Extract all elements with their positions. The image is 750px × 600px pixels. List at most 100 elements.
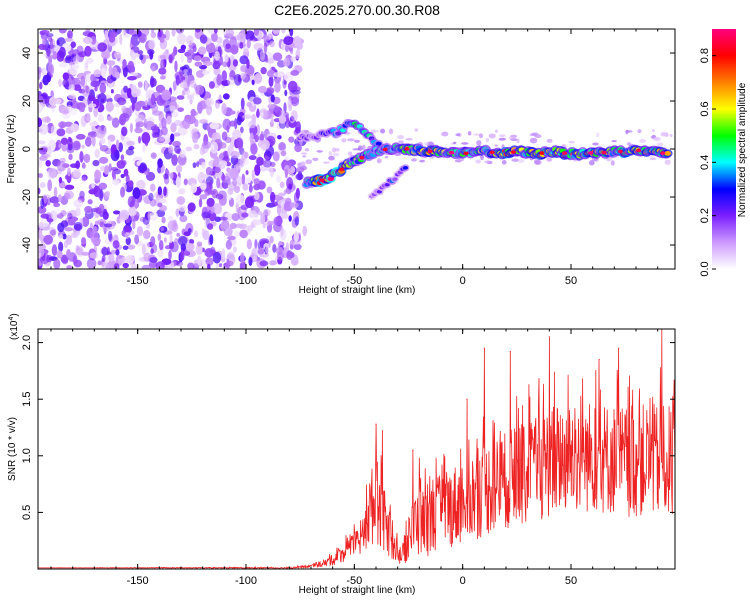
trace-peak <box>561 151 567 155</box>
noise-blob <box>130 52 137 61</box>
noise-blob <box>137 81 143 88</box>
noise-blob <box>67 30 73 40</box>
noise-blob <box>455 133 461 137</box>
snr-y-tick-label: 1.5 <box>21 392 33 407</box>
noise-blob <box>160 59 165 71</box>
noise-blob <box>253 97 262 105</box>
noise-blob <box>247 120 257 129</box>
noise-blob <box>168 54 173 64</box>
noise-blob <box>161 89 172 101</box>
noise-blob <box>175 164 183 173</box>
noise-blob <box>341 138 347 143</box>
noise-blob <box>58 241 64 253</box>
noise-blob <box>256 156 264 166</box>
noise-blob <box>272 243 277 253</box>
spectrogram-x-tick-label: -50 <box>346 275 362 287</box>
noise-blob <box>111 179 120 186</box>
noise-blob <box>107 230 113 241</box>
noise-blob <box>53 202 61 208</box>
noise-blob <box>68 153 73 161</box>
noise-blob <box>188 238 195 245</box>
noise-blob <box>58 79 62 87</box>
noise-blob <box>88 122 99 127</box>
noise-blob <box>288 251 295 259</box>
snr-y-tick-label: 2.0 <box>21 335 33 350</box>
noise-blob <box>155 84 166 93</box>
noise-blob <box>290 96 300 107</box>
noise-blob <box>279 181 285 188</box>
noise-blob <box>192 162 197 169</box>
noise-blob <box>126 87 132 99</box>
noise-blob <box>38 43 47 51</box>
noise-blob <box>494 129 499 133</box>
noise-blob <box>80 115 87 127</box>
noise-blob <box>120 186 126 198</box>
noise-blob <box>191 131 199 144</box>
noise-blob <box>97 260 102 266</box>
noise-blob <box>273 216 283 226</box>
noise-blob <box>610 160 615 166</box>
noise-blob <box>207 190 216 195</box>
noise-blob <box>72 55 80 65</box>
noise-blob <box>650 135 655 139</box>
noise-blob <box>180 76 186 81</box>
noise-blob <box>165 49 169 54</box>
noise-blob <box>207 263 211 269</box>
noise-blob <box>104 165 110 175</box>
noise-blob <box>169 241 179 253</box>
noise-blob <box>134 234 140 245</box>
noise-blob <box>235 201 239 214</box>
noise-blob <box>164 29 170 41</box>
noise-blob <box>207 29 216 35</box>
noise-blob <box>247 210 257 218</box>
noise-blob <box>246 101 252 108</box>
noise-blob <box>269 191 276 203</box>
noise-blob <box>289 29 294 37</box>
noise-blob <box>150 31 157 39</box>
noise-blob <box>127 60 135 72</box>
noise-blob <box>347 138 355 142</box>
noise-blob <box>295 49 301 60</box>
noise-blob <box>66 234 73 246</box>
noise-blob <box>159 54 167 60</box>
noise-blob <box>117 258 124 264</box>
noise-blob <box>175 176 181 188</box>
snr-scale-note: (x104) <box>8 313 20 340</box>
noise-blob <box>498 137 507 141</box>
snr-peak-point <box>412 449 414 451</box>
noise-blob <box>93 106 99 118</box>
noise-blob <box>221 173 226 181</box>
noise-blob <box>347 151 353 157</box>
noise-blob <box>269 168 274 178</box>
noise-blob <box>38 173 43 179</box>
noise-blob <box>272 29 280 35</box>
noise-blob <box>171 111 179 118</box>
noise-blob <box>199 34 208 44</box>
noise-blob <box>85 29 91 34</box>
noise-blob <box>157 30 162 38</box>
noise-blob <box>293 35 302 47</box>
noise-blob <box>291 89 301 95</box>
noise-blob <box>161 216 166 224</box>
noise-blob <box>229 167 239 180</box>
noise-blob <box>263 42 268 54</box>
noise-blob <box>106 60 116 66</box>
noise-blob <box>611 140 617 143</box>
noise-blob <box>473 133 481 136</box>
noise-blob <box>272 52 283 62</box>
noise-blob <box>149 183 156 192</box>
noise-blob <box>117 97 127 106</box>
noise-blob <box>52 50 58 60</box>
noise-blob <box>232 178 238 187</box>
noise-blob <box>302 225 308 237</box>
noise-blob <box>284 168 288 179</box>
noise-blob <box>104 223 113 228</box>
noise-blob <box>50 125 57 136</box>
noise-blob <box>142 144 146 153</box>
noise-blob <box>185 35 194 46</box>
noise-blob <box>161 117 167 129</box>
noise-blob <box>102 211 109 220</box>
noise-blob <box>81 85 91 97</box>
noise-blob <box>287 97 292 109</box>
noise-blob <box>228 228 233 238</box>
